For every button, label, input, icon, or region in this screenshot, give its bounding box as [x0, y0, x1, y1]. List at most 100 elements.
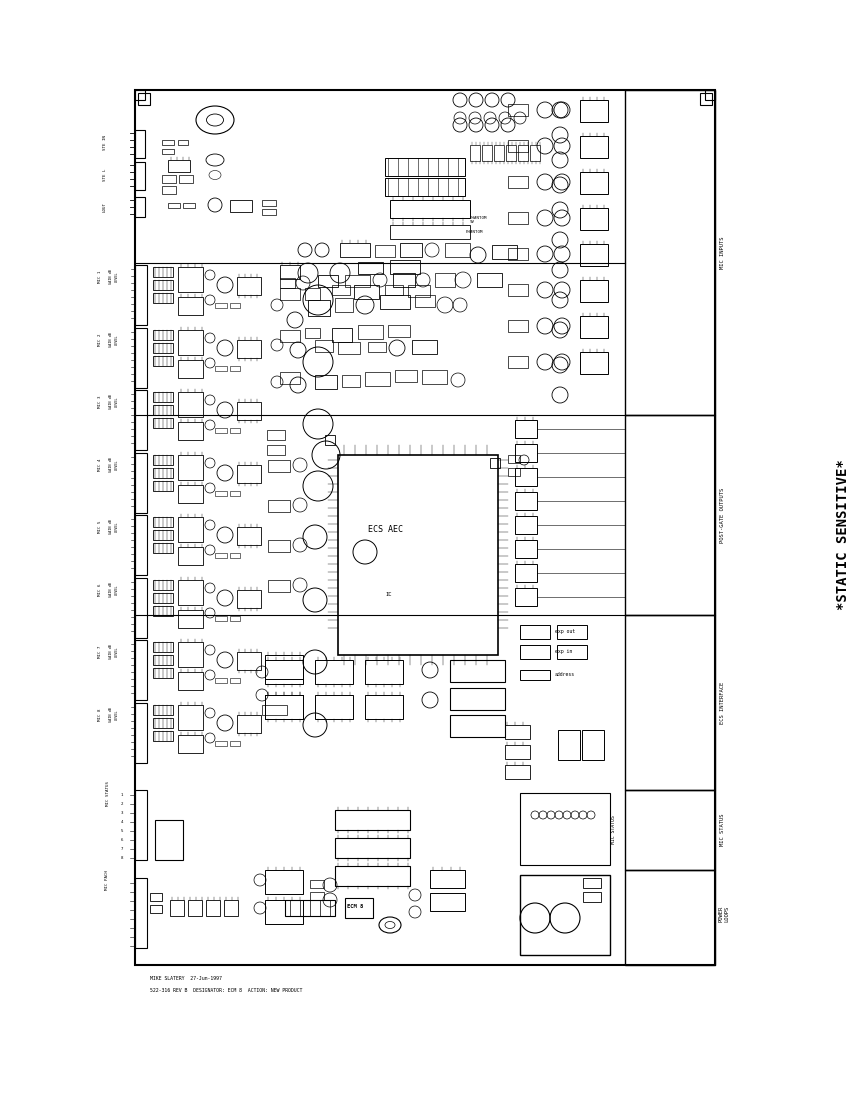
Bar: [150, 893, 162, 901]
Text: exp in: exp in: [555, 649, 572, 653]
Text: MIC 1: MIC 1: [98, 271, 102, 283]
Bar: [557, 625, 587, 639]
Bar: [237, 652, 261, 670]
Text: STE L: STE L: [103, 168, 107, 182]
Text: MIC PACH: MIC PACH: [105, 870, 109, 890]
Bar: [515, 444, 537, 462]
Bar: [230, 428, 240, 433]
Bar: [178, 610, 203, 628]
Bar: [315, 340, 333, 352]
Bar: [178, 735, 203, 754]
Bar: [179, 175, 193, 183]
Bar: [162, 140, 174, 145]
Text: POWER: POWER: [718, 905, 723, 922]
Text: MIC STATUS: MIC STATUS: [106, 781, 110, 805]
Bar: [580, 208, 608, 230]
Bar: [280, 278, 295, 288]
Bar: [450, 688, 505, 710]
Bar: [625, 90, 715, 415]
Bar: [262, 705, 287, 715]
Bar: [135, 328, 147, 388]
Bar: [515, 564, 537, 582]
Bar: [445, 243, 470, 257]
Bar: [385, 178, 465, 196]
Bar: [393, 273, 415, 287]
Bar: [380, 295, 410, 309]
Bar: [450, 660, 505, 682]
Bar: [153, 705, 173, 715]
Bar: [153, 530, 173, 540]
Bar: [178, 455, 203, 480]
Bar: [368, 342, 386, 352]
Bar: [265, 695, 303, 719]
Bar: [153, 543, 173, 553]
Bar: [365, 660, 403, 684]
Bar: [153, 267, 173, 277]
Text: LEVEL: LEVEL: [115, 647, 119, 658]
Bar: [315, 375, 337, 389]
Bar: [506, 145, 516, 161]
Bar: [178, 485, 203, 503]
Bar: [400, 243, 422, 257]
Text: LEVEL: LEVEL: [115, 521, 119, 532]
Bar: [153, 593, 173, 603]
Bar: [265, 870, 303, 894]
Text: MIC STATUS: MIC STATUS: [611, 815, 616, 845]
Bar: [354, 285, 379, 299]
Bar: [408, 285, 430, 297]
Bar: [332, 285, 350, 295]
Text: LEVEL: LEVEL: [115, 334, 119, 345]
Bar: [580, 352, 608, 374]
Bar: [520, 793, 610, 865]
Bar: [385, 158, 465, 176]
Bar: [153, 356, 173, 366]
Bar: [494, 145, 504, 161]
Bar: [490, 458, 500, 468]
Ellipse shape: [209, 170, 221, 179]
Bar: [215, 741, 227, 746]
Bar: [135, 265, 147, 324]
Bar: [237, 402, 261, 420]
Text: *STATIC SENSITIVE*: *STATIC SENSITIVE*: [836, 460, 850, 610]
Text: 3: 3: [121, 811, 123, 815]
Bar: [268, 500, 290, 512]
Bar: [580, 316, 608, 338]
Bar: [625, 415, 715, 615]
Bar: [206, 900, 220, 916]
Bar: [135, 878, 147, 948]
Bar: [520, 645, 550, 659]
Bar: [168, 204, 180, 208]
Bar: [335, 838, 410, 858]
Text: GAIN dB: GAIN dB: [109, 519, 113, 535]
Bar: [135, 790, 147, 860]
Bar: [162, 148, 174, 154]
Bar: [308, 300, 330, 316]
Text: 8: 8: [121, 856, 123, 860]
Bar: [315, 660, 353, 684]
Bar: [318, 275, 338, 287]
Bar: [390, 260, 420, 274]
Bar: [268, 580, 290, 592]
Bar: [162, 186, 176, 194]
Text: MIC INPUTS: MIC INPUTS: [721, 236, 726, 268]
Text: GAIN dB: GAIN dB: [109, 707, 113, 723]
Bar: [153, 392, 173, 402]
Text: IC: IC: [385, 593, 392, 597]
Text: 2: 2: [121, 802, 123, 806]
Bar: [508, 176, 528, 188]
Bar: [582, 730, 604, 760]
Bar: [583, 878, 601, 888]
Bar: [508, 455, 520, 463]
Ellipse shape: [207, 114, 224, 126]
Bar: [153, 481, 173, 491]
Bar: [268, 540, 290, 552]
Bar: [178, 360, 203, 378]
Text: ECS AEC: ECS AEC: [368, 526, 403, 535]
Bar: [280, 265, 300, 279]
Text: GAIN dB: GAIN dB: [109, 645, 113, 659]
Bar: [435, 273, 455, 287]
Bar: [395, 370, 417, 382]
Bar: [557, 645, 587, 659]
Bar: [153, 606, 173, 616]
Bar: [515, 492, 537, 510]
